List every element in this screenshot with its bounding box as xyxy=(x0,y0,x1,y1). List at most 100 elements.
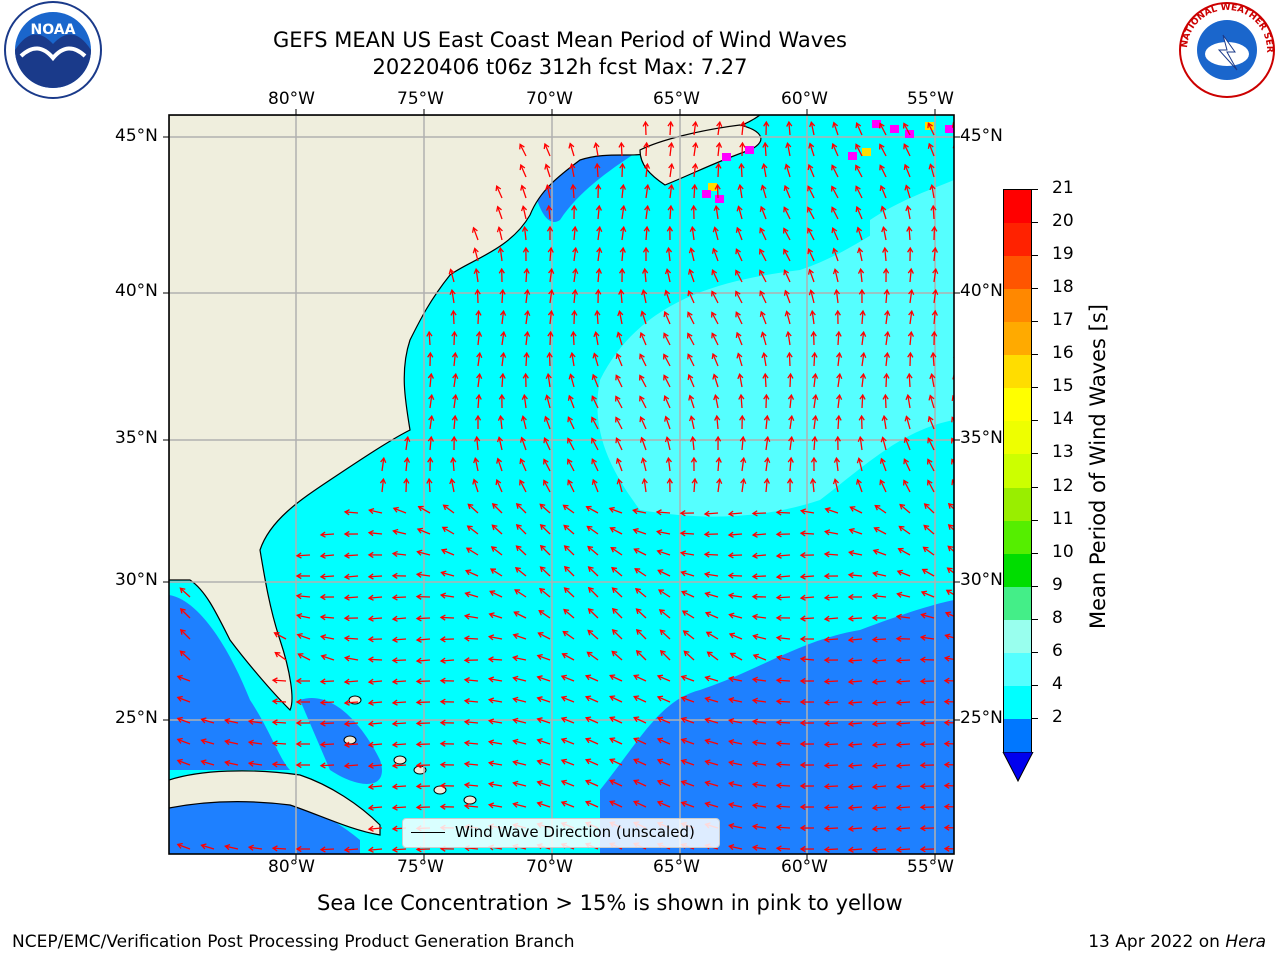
wave-direction-arrow xyxy=(539,588,551,598)
wave-direction-arrow xyxy=(759,290,767,304)
wave-direction-arrow xyxy=(896,806,911,809)
colorbar-tick-mark xyxy=(1032,585,1038,587)
wave-direction-arrowhead xyxy=(584,800,592,807)
wave-direction-arrowhead xyxy=(679,530,686,537)
wave-direction-arrowhead xyxy=(475,309,482,316)
wave-direction-arrowhead xyxy=(927,479,933,486)
wave-direction-arrow xyxy=(808,269,815,283)
wave-direction-arrowhead xyxy=(761,351,768,359)
wave-direction-arrow xyxy=(921,636,935,640)
wave-direction-arrow xyxy=(856,479,863,493)
wave-direction-arrow xyxy=(320,533,335,536)
wave-direction-arrowhead xyxy=(343,635,350,642)
wave-direction-arrowhead xyxy=(367,783,374,790)
wave-direction-arrowhead xyxy=(711,269,718,276)
wave-direction-arrowhead xyxy=(487,781,495,788)
wave-direction-arrowhead xyxy=(835,414,842,421)
wave-direction-arrowhead xyxy=(633,758,640,765)
wave-direction-arrowhead xyxy=(847,636,854,643)
wave-direction-arrowhead xyxy=(929,183,936,191)
wave-direction-arrow xyxy=(636,629,647,640)
wave-direction-arrowhead xyxy=(416,549,423,556)
wave-direction-arrow xyxy=(824,806,839,809)
wave-direction-arrow xyxy=(515,567,527,577)
wave-direction-arrowhead xyxy=(367,656,374,663)
wave-direction-arrowhead xyxy=(499,351,507,358)
wave-direction-arrowhead xyxy=(572,246,579,253)
wave-direction-arrowhead xyxy=(615,352,622,360)
wave-direction-arrow xyxy=(473,479,479,493)
wave-direction-arrowhead xyxy=(955,332,960,336)
wave-direction-arrowhead xyxy=(514,589,521,595)
wave-direction-arrowhead xyxy=(489,590,496,596)
wave-direction-arrow xyxy=(729,782,743,787)
wave-direction-arrowhead xyxy=(512,696,519,703)
wave-direction-arrowhead xyxy=(799,656,806,663)
wave-direction-arrow xyxy=(645,164,649,178)
wave-direction-arrow xyxy=(591,417,599,430)
wave-direction-arrowhead xyxy=(391,678,398,685)
wave-direction-arrowhead xyxy=(463,698,470,705)
wave-direction-arrow xyxy=(811,479,815,493)
wave-direction-arrowhead xyxy=(567,416,573,423)
wave-direction-arrowhead xyxy=(595,288,602,295)
wave-direction-arrowhead xyxy=(879,184,886,192)
lat-label-right-30n: 30°N xyxy=(960,570,1003,590)
wave-direction-arrowhead xyxy=(857,435,864,442)
wave-direction-arrowhead xyxy=(296,632,303,639)
wave-direction-arrow xyxy=(848,701,863,704)
wave-direction-arrow xyxy=(879,165,887,178)
wave-direction-arrow xyxy=(405,437,409,451)
wave-direction-arrowhead xyxy=(895,825,902,832)
wave-direction-arrow xyxy=(545,164,551,178)
wave-direction-arrow xyxy=(549,247,552,262)
wave-direction-arrow xyxy=(776,575,791,578)
wave-direction-arrowhead xyxy=(452,393,459,400)
wave-direction-arrowhead xyxy=(464,591,471,598)
wave-direction-arrow xyxy=(824,785,839,788)
wave-direction-arrow xyxy=(873,572,887,577)
wave-direction-arrowhead xyxy=(759,310,766,317)
land-island xyxy=(433,785,447,795)
wave-direction-arrow xyxy=(879,123,887,136)
wave-direction-arrowhead xyxy=(633,737,640,744)
wave-direction-arrow xyxy=(249,720,263,724)
noaa-logo-text: NOAA xyxy=(31,22,76,38)
wave-direction-arrowhead xyxy=(426,477,433,484)
wave-direction-arrowhead xyxy=(591,478,598,485)
wave-direction-arrowhead xyxy=(499,309,507,316)
wave-direction-arrowhead xyxy=(633,548,640,554)
wave-direction-arrowhead xyxy=(663,394,670,402)
wave-direction-arrowhead xyxy=(799,635,806,643)
wave-direction-arrowhead xyxy=(439,698,446,705)
wave-direction-arrow xyxy=(513,677,527,682)
wave-direction-arrowhead xyxy=(499,288,506,295)
wave-direction-arrowhead xyxy=(498,393,506,400)
wave-direction-arrowhead xyxy=(847,741,854,748)
wave-direction-arrowhead xyxy=(704,759,711,766)
wave-direction-arrowhead xyxy=(835,351,843,358)
wave-direction-arrowhead xyxy=(415,593,422,600)
wave-direction-arrowhead xyxy=(799,698,806,706)
wave-direction-arrowhead xyxy=(367,825,374,832)
wave-direction-arrowhead xyxy=(452,372,459,379)
wave-direction-arrowhead xyxy=(656,779,664,786)
wave-direction-arrow xyxy=(896,659,911,662)
colorbar-tick-label: 19 xyxy=(1052,244,1074,265)
wave-direction-arrow xyxy=(464,805,479,808)
wave-direction-arrow xyxy=(522,416,527,430)
wave-direction-arrowhead xyxy=(715,162,722,169)
wave-direction-arrowhead xyxy=(895,699,902,706)
wave-direction-arrow xyxy=(666,437,671,451)
wave-direction-arrow xyxy=(272,847,287,850)
wave-direction-arrowhead xyxy=(658,609,665,615)
wave-direction-arrowhead xyxy=(615,374,621,381)
wave-direction-arrow xyxy=(368,658,383,661)
wave-direction-arrowhead xyxy=(799,677,806,685)
wave-direction-arrowhead xyxy=(943,845,950,852)
wave-direction-arrowhead xyxy=(739,141,746,148)
wave-direction-arrowhead xyxy=(439,761,446,768)
wave-direction-arrowhead xyxy=(713,204,720,212)
wave-direction-arrowhead xyxy=(440,548,448,555)
wave-direction-arrow xyxy=(609,737,623,745)
